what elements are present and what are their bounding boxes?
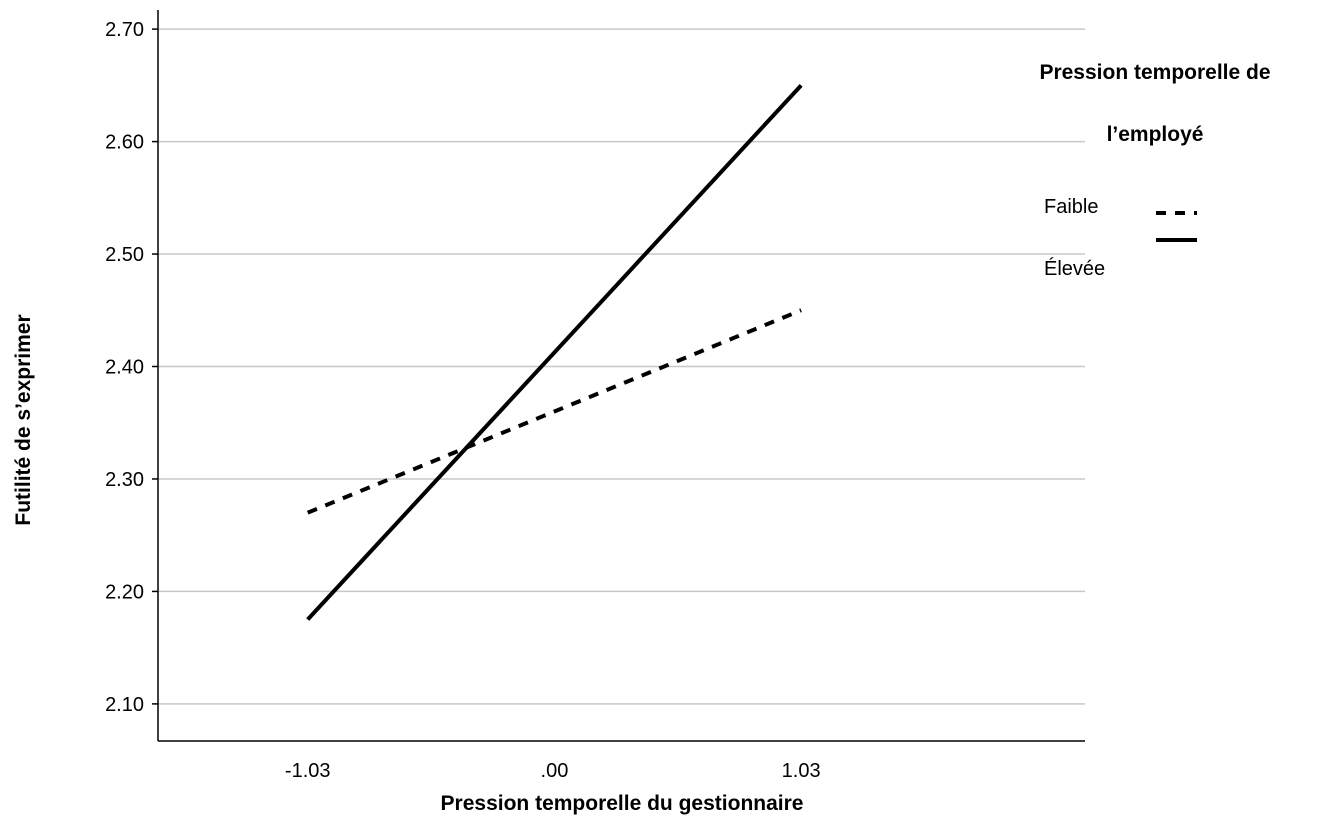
y-tick-label: 2.40 [105, 357, 144, 379]
y-tick-label: 2.30 [105, 469, 144, 491]
legend: Pression temporelle de l’employé Faible … [1039, 61, 1270, 280]
x-tick-label: .00 [541, 760, 569, 782]
y-tick-label: 2.10 [105, 694, 144, 716]
legend-title-line-1: Pression temporelle de [1039, 61, 1270, 84]
y-tick-label: 2.70 [105, 19, 144, 41]
legend-label-faible: Faible [1044, 196, 1098, 218]
y-tick-label: 2.60 [105, 132, 144, 154]
series-line-faible [306, 308, 802, 515]
y-tick-label: 2.50 [105, 244, 144, 266]
gridlines [158, 28, 1085, 705]
y-axis-title: Futilité de s’exprimer [12, 314, 35, 525]
x-tick-labels: -1.03 .00 1.03 [285, 760, 821, 782]
series-lines [306, 83, 803, 621]
x-tick-label: 1.03 [782, 760, 821, 782]
x-tick-label: -1.03 [285, 760, 331, 782]
legend-title-line-2: l’employé [1107, 123, 1204, 146]
y-tick-labels: 2.10 2.20 2.30 2.40 2.50 2.60 2.70 [105, 19, 158, 716]
x-axis-title: Pression temporelle du gestionnaire [441, 792, 804, 815]
legend-label-elevee: Élevée [1044, 257, 1105, 280]
series-line-elevee [306, 83, 803, 621]
y-tick-label: 2.20 [105, 581, 144, 603]
